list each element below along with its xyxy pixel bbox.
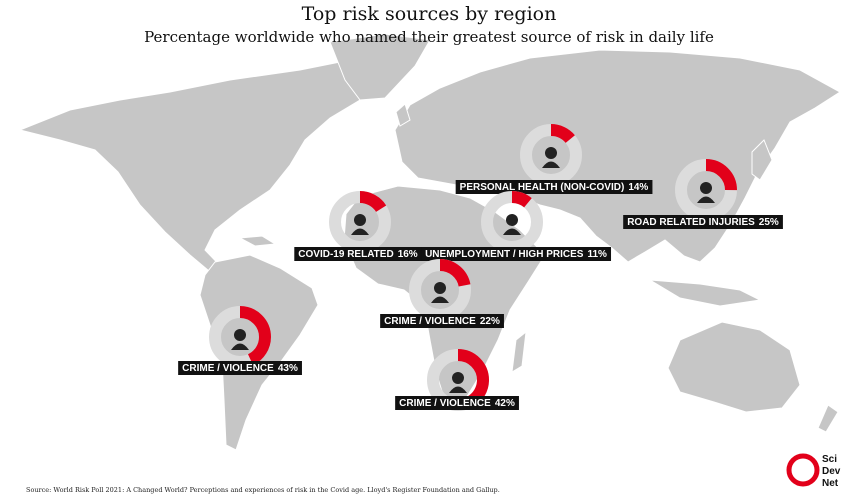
- donuts: PERSONAL HEALTH (NON-COVID) 14% ROAD RELAT…: [178, 124, 783, 411]
- region-name: COVID-19 RELATED: [298, 249, 393, 260]
- region-label: UNEMPLOYMENT / HIGH PRICES 11%: [425, 249, 607, 260]
- donut-icon: [431, 296, 449, 303]
- label-box: [395, 396, 519, 410]
- region-name: CRIME / VIOLENCE: [182, 363, 274, 374]
- region-value: 43%: [278, 363, 298, 374]
- label-box: [178, 361, 302, 375]
- donut-arc: [675, 159, 737, 221]
- donut-icon: [542, 161, 560, 168]
- region-label: ROAD RELATED INJURIES 25%: [627, 217, 779, 228]
- donut-arc: [209, 306, 271, 368]
- region-value: 25%: [759, 217, 779, 228]
- label-box: [421, 247, 612, 261]
- region-label: CRIME / VIOLENCE 22%: [384, 316, 500, 327]
- region-value: 42%: [495, 398, 515, 409]
- logo-text: Net: [822, 478, 839, 489]
- region-label: PERSONAL HEALTH (NON-COVID) 14%: [460, 182, 649, 193]
- donut-icon: [700, 182, 712, 194]
- region-name: PERSONAL HEALTH (NON-COVID): [460, 182, 625, 193]
- donut-arc: [481, 191, 543, 253]
- logo-mark: [786, 453, 820, 487]
- australia: [667, 321, 801, 413]
- region-label: CRIME / VIOLENCE 42%: [399, 398, 515, 409]
- label-box: [294, 247, 422, 261]
- logo: Sci Dev Net: [786, 453, 841, 489]
- region-name: CRIME / VIOLENCE: [384, 316, 476, 327]
- donut-icon: [354, 214, 366, 226]
- donut-arc: [329, 191, 391, 253]
- donut-icon: [434, 282, 446, 294]
- donut-icon: [697, 196, 715, 203]
- logo-text: Dev: [822, 466, 841, 477]
- donut-icon: [234, 329, 246, 341]
- new-zealand: [817, 404, 839, 433]
- region-name: ROAD RELATED INJURIES: [627, 217, 755, 228]
- donut-icon: [231, 343, 249, 350]
- madagascar: [511, 330, 527, 373]
- donut-icon: [545, 147, 557, 159]
- label-box: [623, 215, 783, 229]
- donut-icon: [452, 372, 464, 384]
- region-value: 16%: [398, 249, 418, 260]
- donut-icon: [449, 386, 467, 393]
- logo-text: Sci: [822, 454, 837, 465]
- subtitle: Percentage worldwide who named their gre…: [144, 28, 714, 46]
- donut-arc: [409, 259, 471, 321]
- label-box: [380, 314, 504, 328]
- source: Source: World Risk Poll 2021: A Changed …: [26, 486, 500, 494]
- donut-arc: [520, 124, 582, 186]
- greenland: [329, 33, 431, 101]
- region-label: COVID-19 RELATED 16%: [298, 249, 418, 260]
- region-name: CRIME / VIOLENCE: [399, 398, 491, 409]
- title: Top risk sources by region: [302, 3, 557, 25]
- uk: [395, 103, 411, 127]
- region-value: 14%: [628, 182, 648, 193]
- japan: [751, 139, 773, 181]
- label-box: [455, 180, 653, 194]
- donut-icon: [351, 228, 369, 235]
- southeast-asia: [649, 279, 762, 307]
- donut-arc: [427, 349, 489, 411]
- region-value: 22%: [480, 316, 500, 327]
- north-america: [18, 61, 371, 279]
- caribbean: [238, 235, 277, 247]
- donut-icon: [506, 214, 518, 226]
- region-label: CRIME / VIOLENCE 43%: [182, 363, 298, 374]
- donut-icon: [503, 228, 521, 235]
- region-value: 11%: [587, 249, 607, 260]
- region-name: UNEMPLOYMENT / HIGH PRICES: [425, 249, 584, 260]
